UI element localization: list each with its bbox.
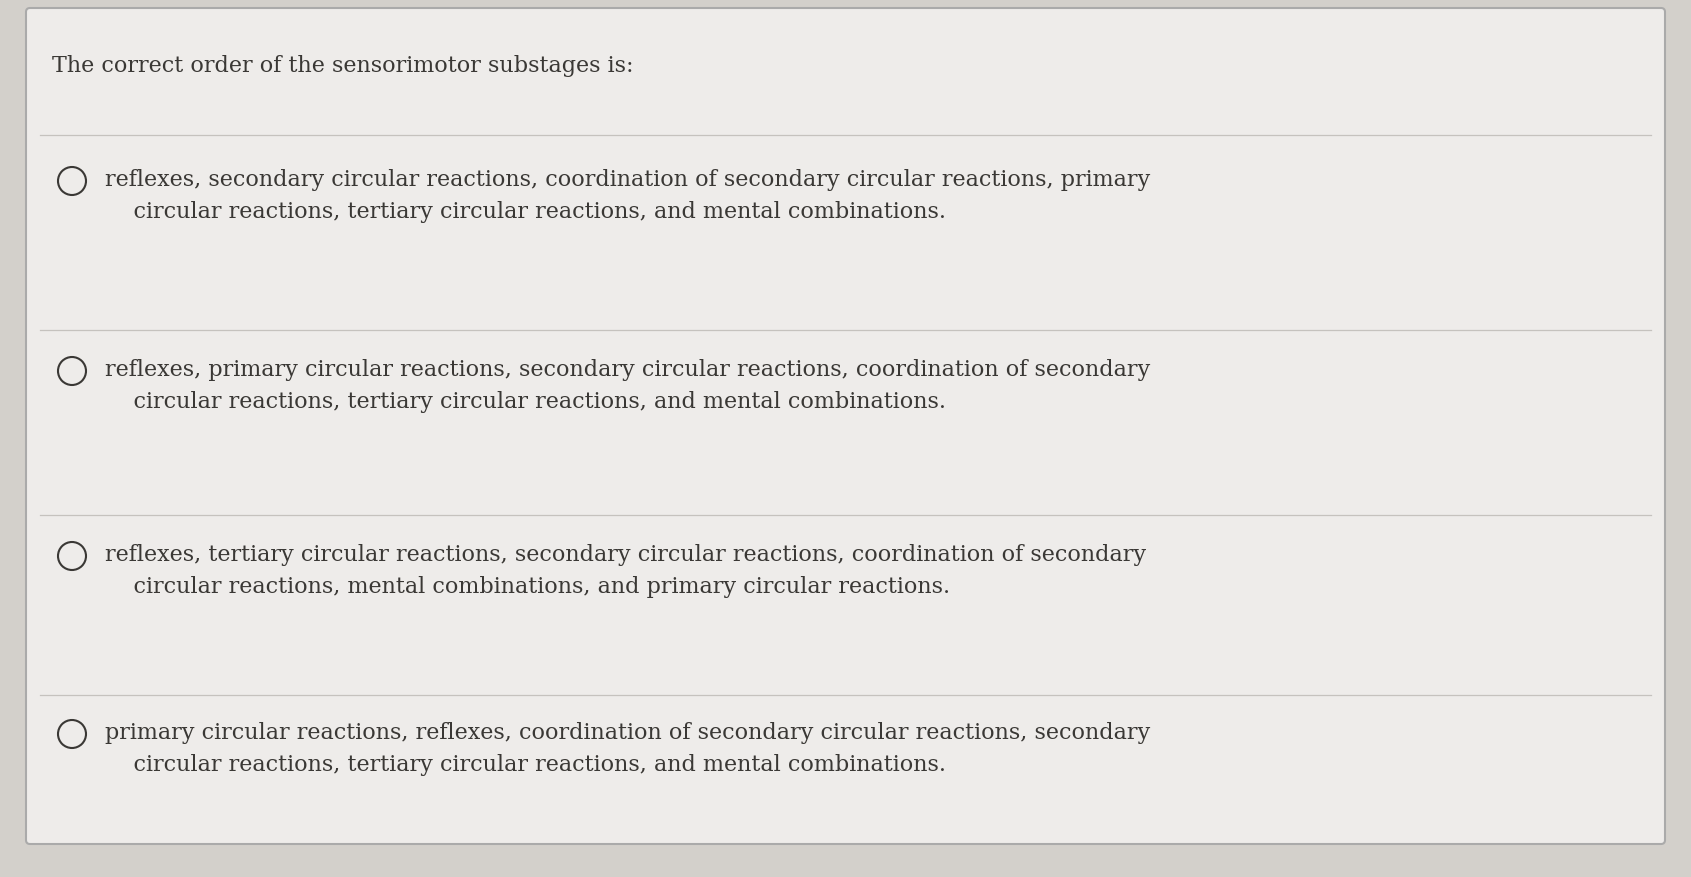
Text: The correct order of the sensorimotor substages is:: The correct order of the sensorimotor su…	[52, 55, 634, 77]
FancyBboxPatch shape	[25, 8, 1666, 844]
Text: reflexes, tertiary circular reactions, secondary circular reactions, coordinatio: reflexes, tertiary circular reactions, s…	[105, 544, 1146, 598]
Text: primary circular reactions, reflexes, coordination of secondary circular reactio: primary circular reactions, reflexes, co…	[105, 722, 1150, 776]
Text: reflexes, secondary circular reactions, coordination of secondary circular react: reflexes, secondary circular reactions, …	[105, 169, 1150, 224]
Text: reflexes, primary circular reactions, secondary circular reactions, coordination: reflexes, primary circular reactions, se…	[105, 359, 1150, 413]
